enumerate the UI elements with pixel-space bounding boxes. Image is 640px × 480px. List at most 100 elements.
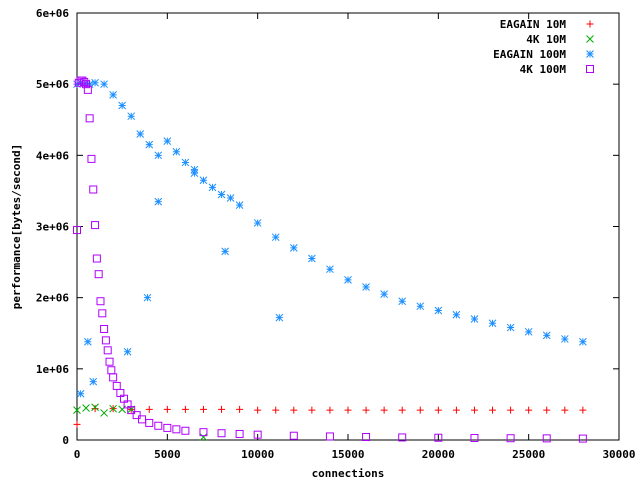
- data-point: [489, 406, 497, 414]
- data-point: [199, 405, 207, 413]
- data-point: [107, 366, 116, 375]
- data-point: [163, 137, 172, 145]
- data-point: [398, 297, 407, 306]
- data-point: [470, 406, 478, 414]
- x-tick-label: 10000: [241, 448, 274, 461]
- y-tick-label: 1e+06: [36, 363, 69, 376]
- data-point: [132, 411, 141, 420]
- data-point: [138, 415, 147, 424]
- data-point: [380, 406, 388, 414]
- series-0: [73, 405, 587, 428]
- series-3: [73, 76, 587, 443]
- data-point: [96, 297, 105, 306]
- data-point: [199, 176, 208, 185]
- data-point: [98, 309, 107, 318]
- data-point: [235, 201, 244, 210]
- legend-label: 4K 100M: [520, 63, 567, 76]
- data-point: [326, 265, 334, 274]
- data-point: [308, 406, 316, 414]
- data-point: [172, 147, 181, 156]
- plot-frame: [76, 12, 620, 441]
- y-tick-label: 4e+06: [36, 149, 69, 162]
- data-point: [452, 310, 461, 319]
- data-point: [289, 431, 298, 440]
- data-point: [127, 406, 136, 415]
- data-point: [100, 80, 108, 89]
- data-point: [80, 78, 89, 87]
- data-point: [344, 276, 352, 284]
- legend-marker: [586, 65, 594, 73]
- data-point: [254, 406, 262, 414]
- data-point: [103, 346, 112, 355]
- data-point: [236, 405, 244, 413]
- data-point: [190, 165, 199, 174]
- data-point: [163, 423, 172, 432]
- data-point: [253, 430, 262, 439]
- legend-label: EAGAIN 100M: [493, 48, 566, 61]
- data-point: [217, 429, 226, 438]
- data-point: [542, 331, 551, 340]
- data-point: [145, 418, 154, 427]
- axis-ticks: [76, 12, 620, 441]
- axis-tick-labels: 0 5000 10000 15000 20000 25000 30000 0 1e+06 2e+0…: [36, 7, 636, 461]
- data-point: [199, 428, 208, 437]
- data-point: [326, 406, 334, 414]
- data-point: [181, 158, 190, 167]
- data-point: [91, 221, 100, 230]
- data-point: [89, 377, 98, 386]
- y-tick-label: 5e+06: [36, 78, 69, 91]
- data-point: [91, 403, 99, 412]
- data-point: [118, 101, 127, 110]
- data-point: [218, 405, 226, 413]
- data-point: [325, 432, 334, 441]
- data-point: [109, 404, 117, 413]
- data-point: [579, 337, 587, 346]
- data-point: [226, 194, 235, 202]
- data-point: [109, 90, 117, 99]
- data-point: [82, 80, 91, 89]
- y-axis-label: performance[bytes/second]: [10, 144, 23, 310]
- data-point: [145, 405, 153, 413]
- data-point: [470, 434, 479, 443]
- data-point: [221, 247, 230, 256]
- data-point: [543, 406, 551, 414]
- data-point: [507, 406, 515, 414]
- data-point: [488, 319, 497, 328]
- data-point: [199, 433, 208, 442]
- data-point: [83, 85, 92, 94]
- data-point: [100, 324, 109, 333]
- data-point: [506, 434, 515, 443]
- data-point: [82, 404, 90, 412]
- x-axis-label: connections: [312, 467, 385, 480]
- data-point: [434, 406, 442, 414]
- x-tick-label: 0: [74, 448, 81, 461]
- y-tick-label: 0: [62, 434, 69, 447]
- data-point: [190, 169, 199, 177]
- x-tick-label: 20000: [422, 448, 455, 461]
- data-points: [73, 76, 587, 443]
- data-point: [109, 373, 118, 382]
- data-point: [123, 347, 132, 356]
- data-point: [308, 254, 316, 263]
- data-point: [172, 425, 181, 434]
- data-point: [101, 336, 110, 345]
- legend-label: EAGAIN 10M: [500, 18, 567, 31]
- data-point: [163, 405, 171, 413]
- x-tick-label: 30000: [602, 448, 635, 461]
- data-point: [579, 406, 587, 414]
- data-point: [181, 405, 189, 413]
- data-point: [272, 406, 280, 414]
- series-2: [73, 78, 587, 398]
- data-point: [362, 433, 371, 442]
- data-point: [362, 283, 370, 291]
- legend-marker: [586, 50, 594, 58]
- data-point: [73, 226, 81, 235]
- x-tick-label: 25000: [512, 448, 545, 461]
- data-point: [208, 183, 217, 192]
- data-point: [76, 389, 85, 398]
- data-point: [89, 185, 98, 194]
- data-point: [560, 335, 569, 343]
- data-point: [271, 233, 280, 242]
- data-point: [434, 306, 443, 315]
